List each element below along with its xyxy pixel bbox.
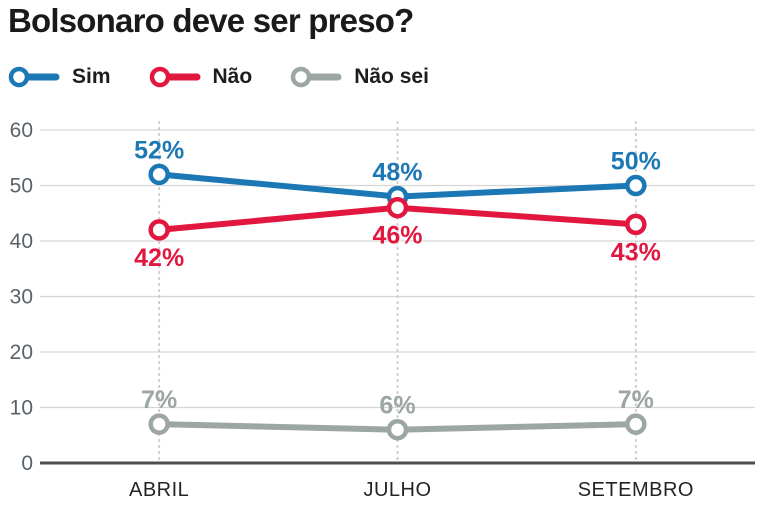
y-tick-label: 0 (21, 452, 33, 475)
data-point (625, 213, 647, 236)
x-tick-label: JULHO (363, 479, 431, 501)
data-point (148, 413, 170, 435)
y-tick-label: 40 (10, 230, 33, 253)
y-tick-label: 50 (10, 175, 33, 198)
legend-item-nao: Não (149, 64, 253, 90)
y-tick-label: 30 (10, 286, 33, 309)
data-point (386, 418, 409, 441)
legend-item-sim: Sim (8, 64, 111, 90)
data-point (386, 196, 409, 219)
value-label: 46% (372, 222, 422, 250)
legend-label-nao: Não (212, 65, 253, 88)
value-label: 50% (611, 148, 661, 176)
chart-title: Bolsonaro deve ser preso? (8, 2, 414, 39)
legend-marker-nao-sei-icon (290, 66, 342, 88)
data-point (625, 174, 647, 197)
data-point (625, 413, 647, 435)
value-label: 48% (372, 159, 422, 187)
y-tick-label: 20 (10, 341, 33, 364)
x-tick-label: ABRIL (129, 479, 189, 501)
value-label: 7% (141, 386, 177, 414)
legend-label-sim: Sim (72, 65, 111, 88)
data-point (148, 219, 170, 241)
value-label: 6% (379, 392, 415, 420)
data-point (148, 163, 170, 186)
legend-marker-nao-icon (149, 66, 201, 88)
legend-marker-sim-icon (8, 66, 60, 88)
value-label: 42% (134, 244, 184, 272)
legend-label-nao-sei: Não sei (354, 65, 429, 88)
y-tick-label: 60 (10, 119, 33, 142)
value-label: 7% (618, 386, 654, 414)
value-label: 52% (134, 136, 184, 164)
chart-legend: Sim Não Não sei (8, 64, 467, 90)
value-label: 43% (611, 238, 661, 266)
x-tick-label: SETEMBRO (578, 479, 694, 501)
y-tick-label: 10 (10, 397, 33, 420)
legend-item-nao-sei: Não sei (290, 64, 429, 90)
